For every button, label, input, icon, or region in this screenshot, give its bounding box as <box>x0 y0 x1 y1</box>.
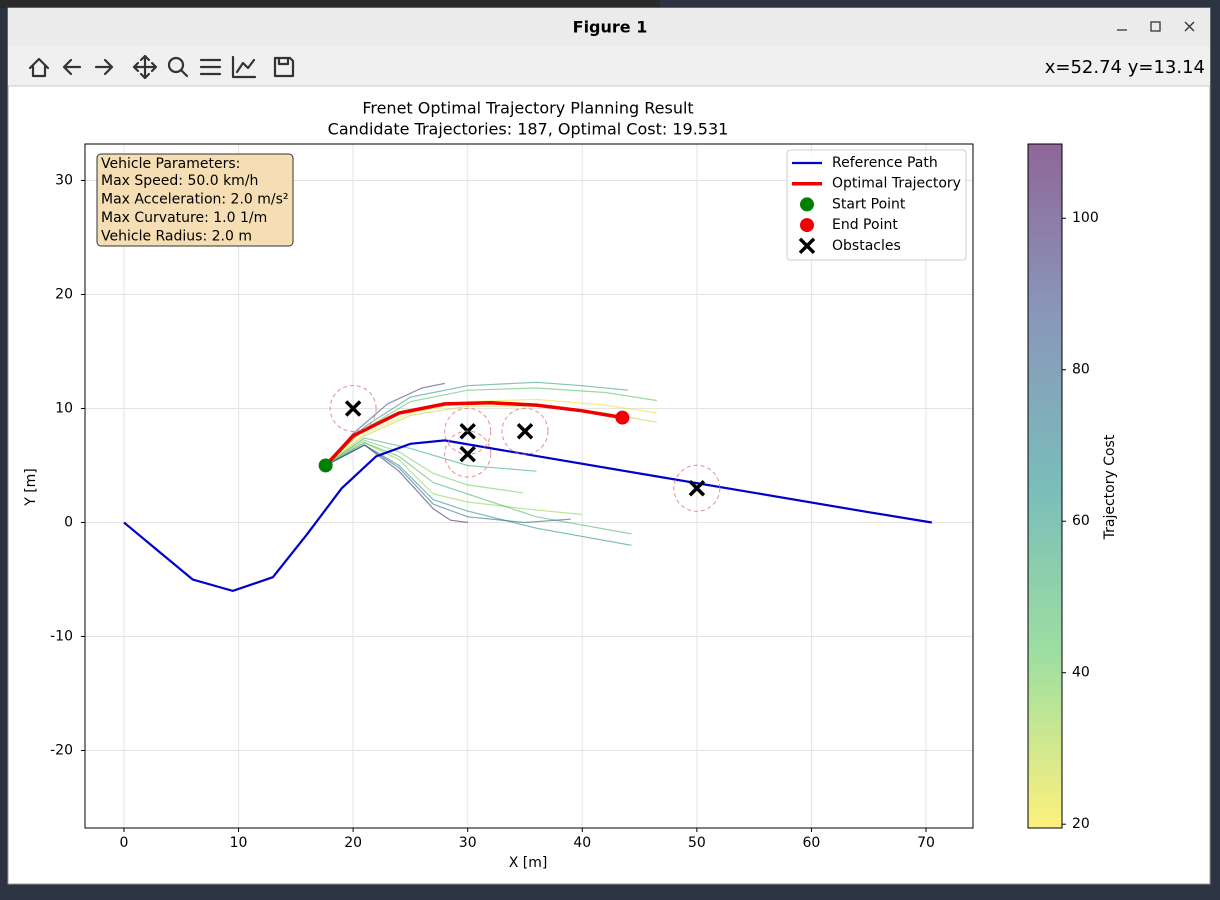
cursor-coords: x=52.74 y=13.14 <box>1045 57 1205 78</box>
colorbar <box>1027 143 1063 829</box>
axes-frame <box>84 143 974 829</box>
series-line <box>123 439 932 593</box>
title-bar <box>8 8 1210 46</box>
colorbar-tick-label: 40 <box>1072 665 1090 681</box>
close[interactable] <box>1184 21 1195 32</box>
window-controls[interactable] <box>1117 21 1195 32</box>
save-button[interactable] <box>273 56 295 78</box>
maximize[interactable] <box>1150 21 1161 32</box>
candidate-trajectory <box>325 437 537 472</box>
colorbar-tick-label: 20 <box>1072 816 1090 832</box>
info-line: Max Curvature: 1.0 1/m <box>101 210 267 226</box>
x-tick-label: 20 <box>344 835 362 851</box>
y-tick-label: -10 <box>50 628 73 644</box>
y-tick-label: -20 <box>50 742 73 758</box>
x-tick-label: 70 <box>917 835 935 851</box>
desktop <box>0 0 660 8</box>
info-line: Max Speed: 50.0 km/h <box>101 173 258 189</box>
subplots-button[interactable] <box>199 58 222 76</box>
legend-box <box>786 149 967 261</box>
obstacle-marker <box>516 423 534 440</box>
back-button[interactable] <box>62 58 82 76</box>
x-tick-label: 60 <box>803 835 821 851</box>
legend-label: Obstacles <box>832 238 901 254</box>
info-line: Max Acceleration: 2.0 m/s² <box>101 192 289 208</box>
lines-button[interactable] <box>231 55 257 79</box>
point-marker <box>318 458 333 473</box>
y-tick-label: 10 <box>55 400 73 416</box>
obstacle-radius <box>444 430 492 478</box>
y-axis-label: Y [m] <box>23 468 39 507</box>
info-line: Vehicle Radius: 2.0 m <box>101 229 252 245</box>
obstacle-marker <box>459 445 476 463</box>
forward-button[interactable] <box>94 58 114 76</box>
legend-label: End Point <box>832 217 898 233</box>
legend-label: Start Point <box>832 196 906 212</box>
candidate-trajectory <box>325 439 523 494</box>
legend-label: Reference Path <box>832 155 938 171</box>
zoom-button[interactable] <box>167 56 185 74</box>
legend-dot <box>800 197 814 212</box>
x-tick-label: 10 <box>230 835 248 851</box>
series-line <box>324 401 623 467</box>
y-tick-label: 20 <box>55 286 73 302</box>
legend-x <box>798 237 816 255</box>
window-title: Figure 1 <box>573 18 648 37</box>
y-tick-label: 0 <box>64 514 73 530</box>
obstacle-radius <box>329 384 377 432</box>
point-marker <box>615 410 630 425</box>
colorbar-tick-label: 60 <box>1072 513 1090 529</box>
x-tick-label: 30 <box>459 835 477 851</box>
pan-button[interactable] <box>132 54 158 80</box>
candidate-trajectory <box>325 442 632 535</box>
obstacle-radius <box>501 407 549 455</box>
legend-label: Optimal Trajectory <box>832 176 961 192</box>
colorbar-label: Trajectory Cost <box>1102 434 1118 540</box>
x-tick-label: 40 <box>573 835 591 851</box>
toolbar-buttons[interactable] <box>28 54 295 80</box>
x-tick-label: 50 <box>688 835 706 851</box>
legend-dot <box>800 218 814 233</box>
toolbar <box>8 46 1210 86</box>
x-axis-label: X [m] <box>509 855 548 871</box>
colorbar-tick-label: 100 <box>1072 210 1099 226</box>
home-button[interactable] <box>28 57 50 78</box>
chart-subtitle: Candidate Trajectories: 187, Optimal Cos… <box>328 120 729 139</box>
y-tick-label: 30 <box>55 172 73 188</box>
colorbar-tick-label: 80 <box>1072 362 1090 378</box>
candidate-trajectory <box>325 381 629 466</box>
info-title: Vehicle Parameters: <box>101 156 240 172</box>
candidate-trajectory <box>325 444 571 524</box>
obstacle-marker <box>688 480 706 497</box>
chart-title: Frenet Optimal Trajectory Planning Resul… <box>362 99 693 118</box>
zoom-handle[interactable] <box>179 68 189 78</box>
x-tick-label: 0 <box>119 835 128 851</box>
obstacle-marker <box>344 400 362 417</box>
obstacle-radius <box>673 464 721 512</box>
info-box <box>96 153 294 247</box>
